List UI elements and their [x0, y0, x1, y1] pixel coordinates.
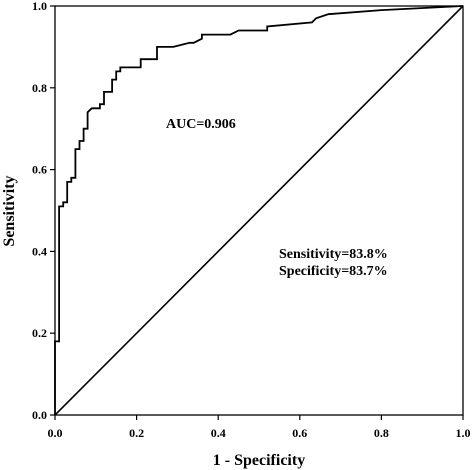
x-tick-label: 0.2 [129, 426, 144, 440]
x-tick-label: 0.6 [292, 426, 307, 440]
y-tick-label: 0.8 [32, 81, 47, 95]
sensitivity-annotation: Sensitivity=83.8% [279, 247, 388, 262]
x-tick-label: 1.0 [456, 426, 471, 440]
y-axis: 0.0 0.2 0.4 0.6 0.8 1.0 [32, 0, 55, 422]
x-tick-label: 0.4 [211, 426, 226, 440]
y-tick-label: 0.6 [32, 163, 47, 177]
y-tick-label: 1.0 [32, 0, 47, 13]
reference-diagonal-line [54, 5, 464, 416]
x-tick-label: 0.0 [48, 426, 63, 440]
auc-annotation: AUC=0.906 [166, 117, 236, 132]
plot-frame [54, 5, 464, 416]
x-axis-title: 1 - Specificity [213, 452, 305, 469]
x-tick-label: 0.8 [374, 426, 389, 440]
roc-curve-line [54, 5, 464, 415]
y-tick-label: 0.0 [32, 408, 47, 422]
y-axis-title: Sensitivity [1, 175, 18, 246]
y-tick-label: 0.2 [32, 326, 47, 340]
x-axis: 0.0 0.2 0.4 0.6 0.8 1.0 [48, 415, 471, 440]
y-tick-label: 0.4 [32, 244, 47, 258]
specificity-annotation: Specificity=83.7% [279, 264, 388, 279]
